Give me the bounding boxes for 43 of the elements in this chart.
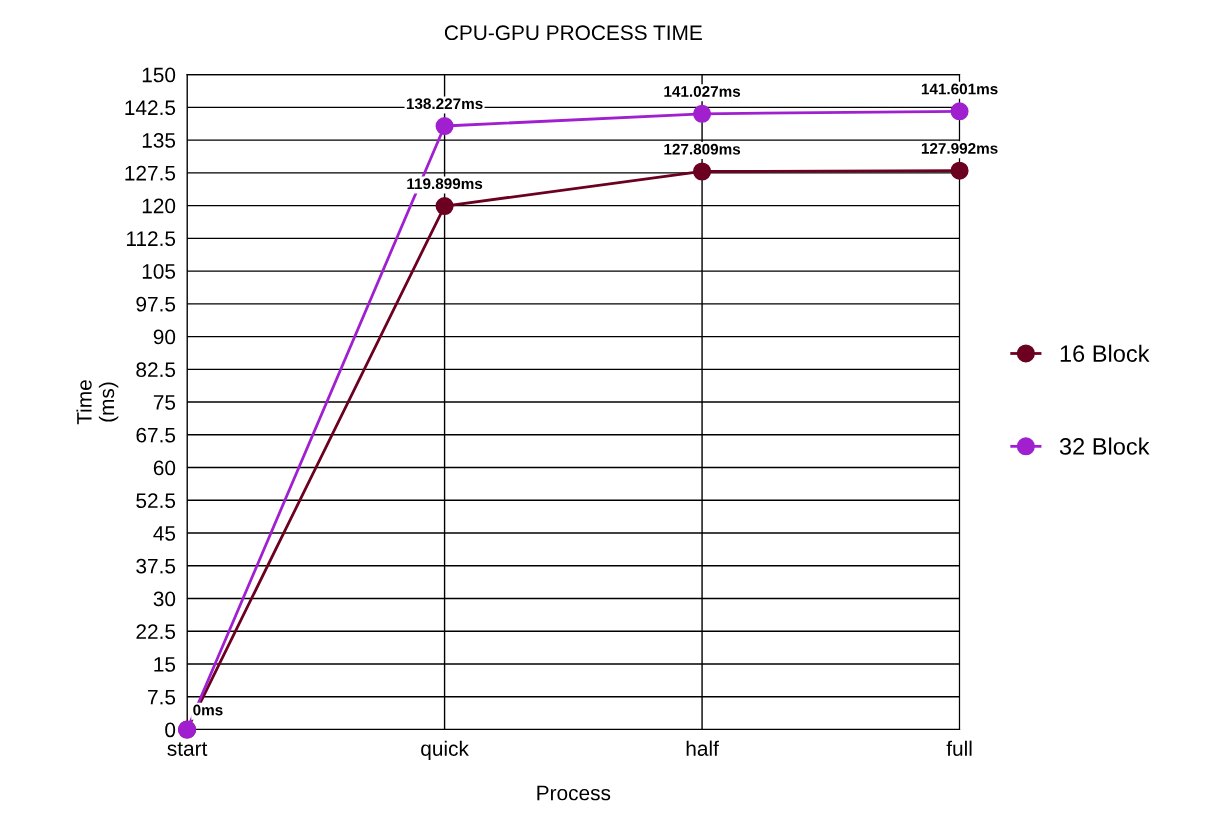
- x-tick-label: half: [686, 740, 719, 756]
- point: [693, 162, 712, 181]
- y-tick-label: 15: [154, 657, 176, 672]
- y-tick-label: 135: [142, 133, 176, 148]
- y-tick-label: 0: [165, 722, 176, 738]
- chart-title: CPU-GPU PROCESS TIME: [444, 25, 702, 41]
- y-tick-label: 60: [153, 460, 176, 476]
- legend-label: 32 Block: [1059, 437, 1150, 455]
- y-tick-label: 127.5: [125, 165, 176, 181]
- y-tick-label: 150: [142, 67, 176, 83]
- data-label: 0ms: [193, 704, 223, 716]
- y-tick-label: 97.5: [136, 296, 176, 312]
- y-tick-label: 45: [153, 526, 176, 541]
- y-tick-label: 75: [153, 395, 176, 410]
- point: [435, 116, 454, 136]
- y-tick-label: 52.5: [136, 493, 176, 509]
- data-label: 119.899ms: [407, 178, 483, 190]
- y-tick-label: 90: [153, 329, 176, 345]
- x-tick-label: quick: [421, 740, 469, 761]
- data-label: 141.027ms: [664, 86, 741, 97]
- point: [950, 102, 969, 121]
- y-tick-label: 67.5: [136, 427, 176, 443]
- data-label: 127.992ms: [921, 142, 998, 154]
- data-label: 138.227ms: [406, 98, 483, 110]
- data-label: 141.601ms: [921, 83, 998, 95]
- x-tick-label: full: [946, 740, 972, 756]
- point: [950, 161, 969, 180]
- data-label: 127.809ms: [664, 143, 741, 155]
- y-axis-title: Time (ms): [76, 380, 119, 425]
- y-tick-label: 82.5: [136, 362, 176, 378]
- x-axis-title: Process: [537, 785, 611, 801]
- point: [693, 104, 712, 123]
- y-tick-label: 37.5: [136, 558, 176, 574]
- y-tick-label: 22.5: [136, 624, 176, 640]
- y-tick-label: 112.5: [126, 231, 176, 247]
- legend-label: 16 Block: [1060, 344, 1150, 362]
- x-tick-label: start: [167, 742, 208, 756]
- y-tick-label: 7.5: [148, 689, 176, 705]
- y-tick-label: 142.5: [125, 100, 176, 116]
- point: [435, 197, 454, 216]
- y-tick-label: 30: [153, 591, 176, 607]
- y-tick-label: 105: [142, 264, 176, 279]
- y-tick-label: 120: [142, 198, 176, 214]
